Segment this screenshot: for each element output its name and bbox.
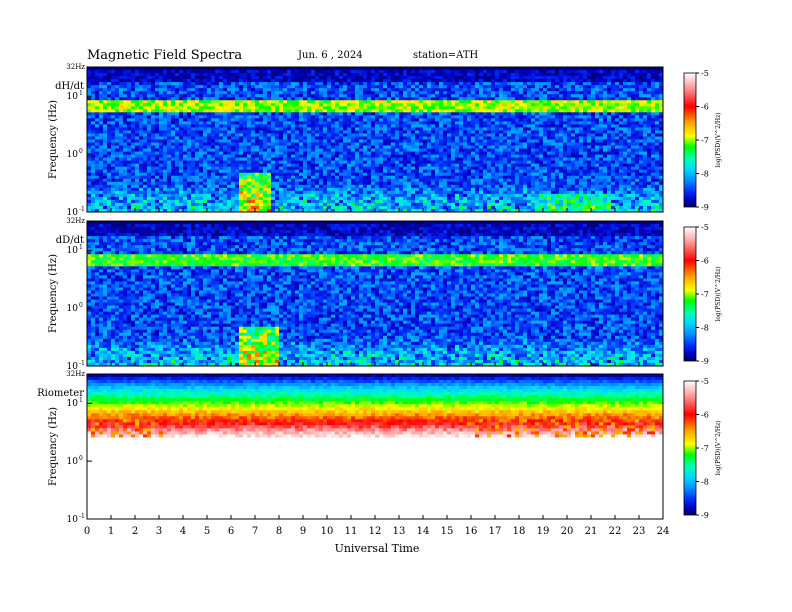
y-tick-label: 10 xyxy=(67,92,79,102)
x-tick-label: 9 xyxy=(300,526,306,537)
x-tick-label: 3 xyxy=(156,526,162,537)
x-tick-label: 23 xyxy=(633,526,646,537)
x-tick-label: 0 xyxy=(84,526,90,537)
x-tick-label: 11 xyxy=(345,526,358,537)
x-tick-label: 10 xyxy=(321,526,334,537)
figure-title: Magnetic Field Spectra xyxy=(87,48,242,63)
colorbar xyxy=(683,226,697,362)
colorbar-tick-label: -8 xyxy=(701,478,709,487)
x-tick-label: 18 xyxy=(513,526,526,537)
colorbar-tick-label: -6 xyxy=(701,103,709,112)
y-tick-exponent: 1 xyxy=(79,397,83,404)
colorbar-tick-label: -5 xyxy=(701,69,709,78)
station-label: station=ATH xyxy=(413,50,479,61)
x-tick-label: 12 xyxy=(369,526,382,537)
y-tick-label: 10 xyxy=(67,208,79,218)
colorbar-tick-label: -8 xyxy=(701,324,709,333)
x-tick-label: 8 xyxy=(276,526,282,537)
x-tick-label: 24 xyxy=(657,526,670,537)
colorbar-tick-label: -5 xyxy=(701,223,709,232)
top-frequency-label: 32Hz xyxy=(66,217,85,225)
top-frequency-label: 32Hz xyxy=(66,370,85,378)
x-tick-label: 2 xyxy=(132,526,138,537)
x-tick-label: 17 xyxy=(489,526,502,537)
y-axis-title: Frequency (Hz) xyxy=(48,407,59,486)
colorbar-tick-label: -9 xyxy=(701,357,709,366)
colorbar-label: log(PSD)(V^2/Hz) xyxy=(715,112,722,167)
spectrogram-cells xyxy=(87,374,664,520)
x-tick-label: 13 xyxy=(393,526,406,537)
colorbar-tick-label: -5 xyxy=(701,377,709,386)
colorbar-tick-label: -8 xyxy=(701,170,709,179)
spectrogram-cells xyxy=(87,67,664,213)
panel-label: dH/dt xyxy=(55,81,84,92)
y-tick-exponent: -1 xyxy=(79,513,85,520)
panel-label: dD/dt xyxy=(56,235,84,246)
top-frequency-label: 32Hz xyxy=(66,63,85,71)
colorbar-tick-label: -7 xyxy=(701,136,709,145)
x-tick-label: 20 xyxy=(561,526,574,537)
x-tick-label: 4 xyxy=(180,526,186,537)
colorbar-tick-label: -6 xyxy=(701,411,709,420)
colorbar-tick-label: -9 xyxy=(701,203,709,212)
colorbar-label: log(PSD)(V^2/Hz) xyxy=(715,420,722,475)
y-tick-exponent: -1 xyxy=(79,360,85,367)
y-tick-label: 10 xyxy=(67,399,79,409)
y-tick-exponent: 0 xyxy=(79,455,83,462)
y-axis-title: Frequency (Hz) xyxy=(48,100,59,179)
x-tick-label: 5 xyxy=(204,526,210,537)
x-axis-title: Universal Time xyxy=(335,542,420,555)
x-tick-label: 22 xyxy=(609,526,622,537)
y-tick-label: 10 xyxy=(67,246,79,256)
x-tick-label: 14 xyxy=(417,526,430,537)
colorbar-tick-label: -6 xyxy=(701,257,709,266)
x-tick-label: 15 xyxy=(441,526,454,537)
x-tick-label: 6 xyxy=(228,526,234,537)
colorbar-tick-label: -9 xyxy=(701,511,709,520)
x-tick-label: 21 xyxy=(585,526,598,537)
y-tick-label: 10 xyxy=(67,362,79,372)
colorbar xyxy=(683,380,697,516)
colorbar-tick-label: -7 xyxy=(701,290,709,299)
y-tick-exponent: 1 xyxy=(79,244,83,251)
y-tick-label: 10 xyxy=(67,515,79,525)
colorbar xyxy=(683,72,697,208)
y-axis-title: Frequency (Hz) xyxy=(48,254,59,333)
x-tick-label: 1 xyxy=(108,526,114,537)
y-tick-exponent: 0 xyxy=(79,148,83,155)
y-tick-exponent: 1 xyxy=(79,90,83,97)
y-tick-label: 10 xyxy=(67,457,79,467)
y-tick-label: 10 xyxy=(67,304,79,314)
figure-date: Jun. 6 , 2024 xyxy=(297,50,363,61)
x-tick-label: 19 xyxy=(537,526,550,537)
spectrogram-cells xyxy=(87,221,664,367)
y-tick-label: 10 xyxy=(67,150,79,160)
x-tick-label: 16 xyxy=(465,526,478,537)
colorbar-tick-label: -7 xyxy=(701,444,709,453)
colorbar-label: log(PSD)(V^2/Hz) xyxy=(715,266,722,321)
y-tick-exponent: -1 xyxy=(79,206,85,213)
panel-label: Riometer xyxy=(37,388,84,399)
x-tick-label: 7 xyxy=(252,526,258,537)
y-tick-exponent: 0 xyxy=(79,302,83,309)
